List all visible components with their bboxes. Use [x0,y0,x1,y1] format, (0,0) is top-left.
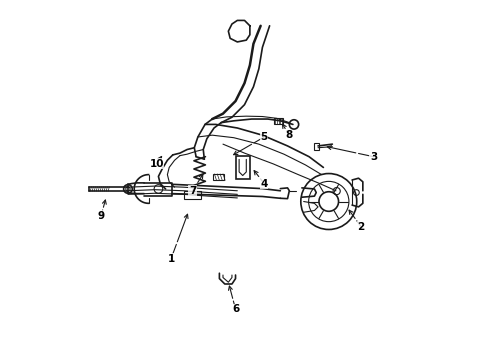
Bar [183,192,201,199]
Bar [212,174,224,180]
Bar [235,156,249,179]
Text: 1: 1 [167,254,174,264]
Bar [314,143,318,149]
Text: 7: 7 [188,186,196,196]
Text: 2: 2 [357,222,364,231]
Text: 4: 4 [260,179,267,189]
Text: 9: 9 [97,211,104,221]
Bar [274,118,283,123]
Text: 6: 6 [231,304,239,314]
Text: 5: 5 [260,132,267,142]
Text: 3: 3 [369,152,376,162]
Text: 10: 10 [149,159,163,169]
Text: 8: 8 [285,130,292,140]
